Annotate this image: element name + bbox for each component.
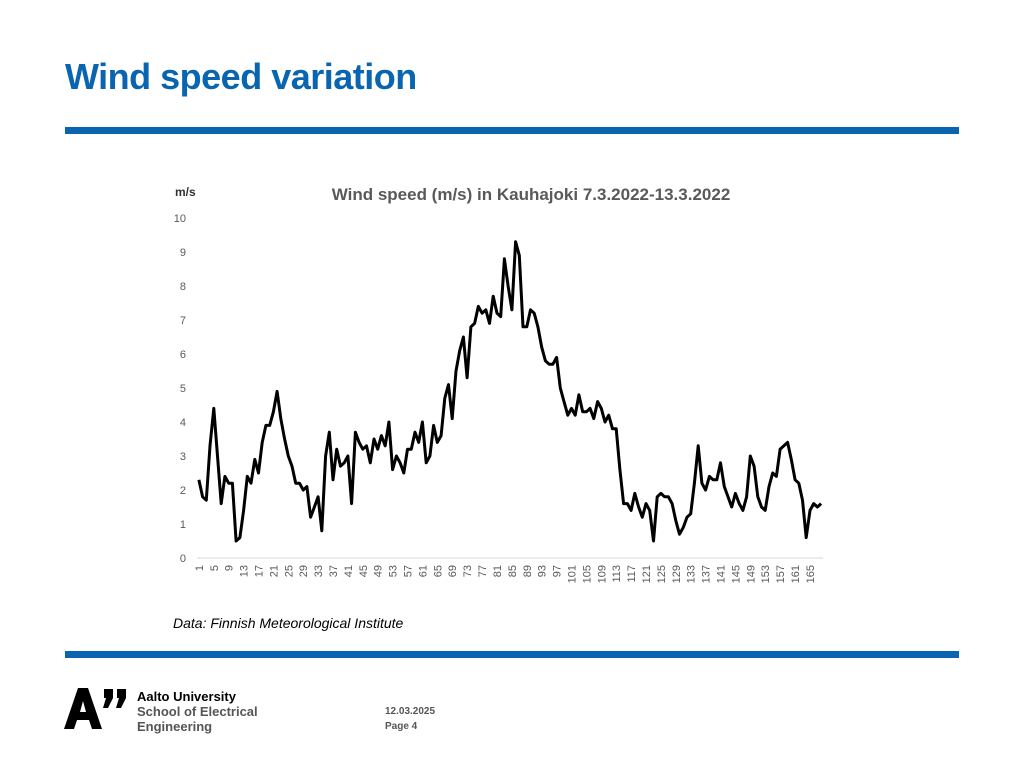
x-tick-label: 165: [805, 565, 817, 583]
x-tick-label: 49: [373, 565, 385, 577]
university-name: Aalto University: [137, 689, 236, 704]
y-tick-label: 3: [180, 451, 186, 463]
aalto-logo-icon: [64, 688, 126, 729]
x-tick-label: 53: [388, 565, 400, 577]
x-tick-label: 153: [760, 565, 772, 583]
x-tick-label: 1: [194, 565, 206, 571]
x-tick-label: 5: [209, 565, 221, 571]
x-tick-label: 109: [596, 565, 608, 583]
y-tick-label: 1: [180, 519, 186, 531]
y-tick-label: 2: [180, 485, 186, 497]
y-tick-label: 9: [180, 247, 186, 259]
x-tick-label: 73: [462, 565, 474, 577]
x-tick-label: 93: [537, 565, 549, 577]
x-tick-label: 133: [686, 565, 698, 583]
slide-meta: 12.03.2025 Page 4: [385, 704, 435, 734]
x-tick-label: 129: [671, 565, 683, 583]
x-tick-label: 21: [268, 565, 280, 577]
x-tick-label: 13: [239, 565, 251, 577]
x-tick-label: 25: [283, 565, 295, 577]
data-source-note: Data: Finnish Meteorological Institute: [173, 615, 404, 631]
y-tick-labels: 0 1 2 3 4 5 6 7 8 9 10: [174, 213, 186, 565]
x-tick-label: 125: [656, 565, 668, 583]
x-tick-label: 61: [417, 565, 429, 577]
x-tick-label: 117: [626, 565, 638, 583]
x-tick-labels: 1 5 9 13 17 21 25 29 33 37 41 45 49 53 57 61 65 69 73 77 81 8…: [194, 565, 817, 583]
x-tick-label: 33: [313, 565, 325, 577]
y-tick-label: 5: [180, 383, 186, 395]
y-tick-label: 6: [180, 349, 186, 361]
y-tick-label: 8: [180, 281, 186, 293]
x-tick-label: 157: [775, 565, 787, 583]
wind-speed-line: [197, 240, 823, 543]
y-tick-label: 10: [174, 213, 186, 225]
x-tick-label: 29: [298, 565, 310, 577]
x-tick-label: 69: [447, 565, 459, 577]
slide-title: Wind speed variation: [65, 56, 417, 97]
y-tick-label: 4: [180, 417, 186, 429]
x-tick-label: 89: [522, 565, 534, 577]
y-axis-label: m/s: [175, 185, 196, 199]
x-tick-label: 81: [492, 565, 504, 577]
x-tick-label: 45: [358, 565, 370, 577]
x-tick-label: 141: [716, 565, 728, 583]
x-tick-label: 101: [566, 565, 578, 583]
header-divider: [65, 127, 959, 134]
x-tick-label: 77: [477, 565, 489, 577]
x-tick-label: 65: [432, 565, 444, 577]
x-tick-label: 113: [611, 565, 623, 583]
x-tick-label: 9: [224, 565, 236, 571]
footer-divider: [65, 651, 959, 658]
y-tick-label: 7: [180, 315, 186, 327]
x-tick-label: 97: [552, 565, 564, 577]
page-number: Page 4: [385, 721, 418, 732]
x-tick-label: 41: [343, 565, 355, 577]
x-tick-label: 37: [328, 565, 340, 577]
x-tick-label: 105: [581, 565, 593, 583]
x-tick-label: 161: [790, 565, 802, 583]
x-tick-label: 57: [403, 565, 415, 577]
x-tick-label: 137: [701, 565, 713, 583]
x-tick-label: 121: [641, 565, 653, 583]
school-name-line1: School of Electrical: [137, 704, 258, 719]
x-tick-label: 17: [253, 565, 265, 577]
school-name-line2: Engineering: [137, 719, 213, 734]
x-tick-label: 149: [745, 565, 757, 583]
x-tick-label: 85: [507, 565, 519, 577]
x-tick-label: 145: [730, 565, 742, 583]
organization-name: Aalto University School of Electrical En…: [137, 689, 258, 734]
slide-date: 12.03.2025: [385, 706, 436, 717]
y-tick-label: 0: [180, 553, 186, 565]
chart-title: Wind speed (m/s) in Kauhajoki 7.3.2022-1…: [332, 185, 731, 204]
